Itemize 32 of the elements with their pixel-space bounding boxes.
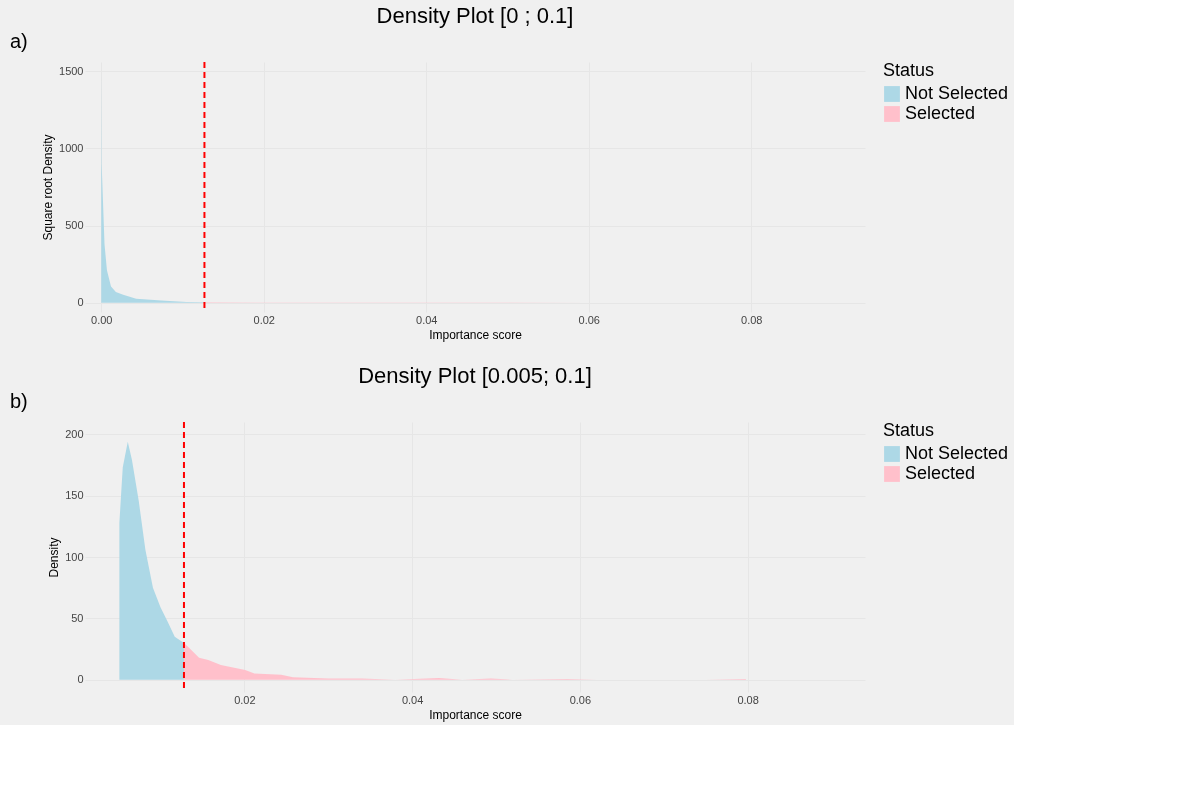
y-tick-label: 1500 <box>59 64 84 77</box>
legend-label: Selected <box>905 463 976 483</box>
x-tick-label: 0.04 <box>416 313 438 326</box>
legend-label: Selected <box>905 103 976 123</box>
y-tick-label: 100 <box>65 550 84 563</box>
x-tick-label: 0.06 <box>569 693 592 706</box>
x-tick-label: 0.08 <box>741 313 763 326</box>
y-tick-label: 50 <box>71 611 84 624</box>
y-tick-label: 0 <box>77 673 84 686</box>
y-axis-title: Square root Density <box>41 134 56 241</box>
y-tick-label: 1000 <box>59 141 84 154</box>
y-tick-label: 200 <box>65 427 84 440</box>
y-axis-title: Density <box>47 537 62 578</box>
y-tick-label: 0 <box>77 296 84 309</box>
legend-title: Status <box>883 420 935 440</box>
chart-title: Density Plot [0 ; 0.1] <box>376 3 574 28</box>
x-axis-title: Importance score <box>429 707 523 722</box>
x-tick-label: 0.02 <box>253 313 275 326</box>
x-tick-label: 0.06 <box>578 313 600 326</box>
legend-label: Not Selected <box>905 83 1009 103</box>
x-tick-label: 0.00 <box>91 313 113 326</box>
text: a) <box>10 30 28 52</box>
x-axis-title: Importance score <box>429 327 523 342</box>
x-tick-label: 0.08 <box>737 693 759 706</box>
y-tick-label: 500 <box>65 219 84 232</box>
text: b) <box>10 390 28 412</box>
legend-title: Status <box>883 60 935 80</box>
x-tick-label: 0.04 <box>401 693 424 706</box>
x-tick-label: 0.02 <box>234 693 256 706</box>
y-tick-label: 150 <box>65 489 84 502</box>
chart-title: Density Plot [0.005; 0.1] <box>358 363 592 388</box>
legend-label: Not Selected <box>905 443 1009 463</box>
